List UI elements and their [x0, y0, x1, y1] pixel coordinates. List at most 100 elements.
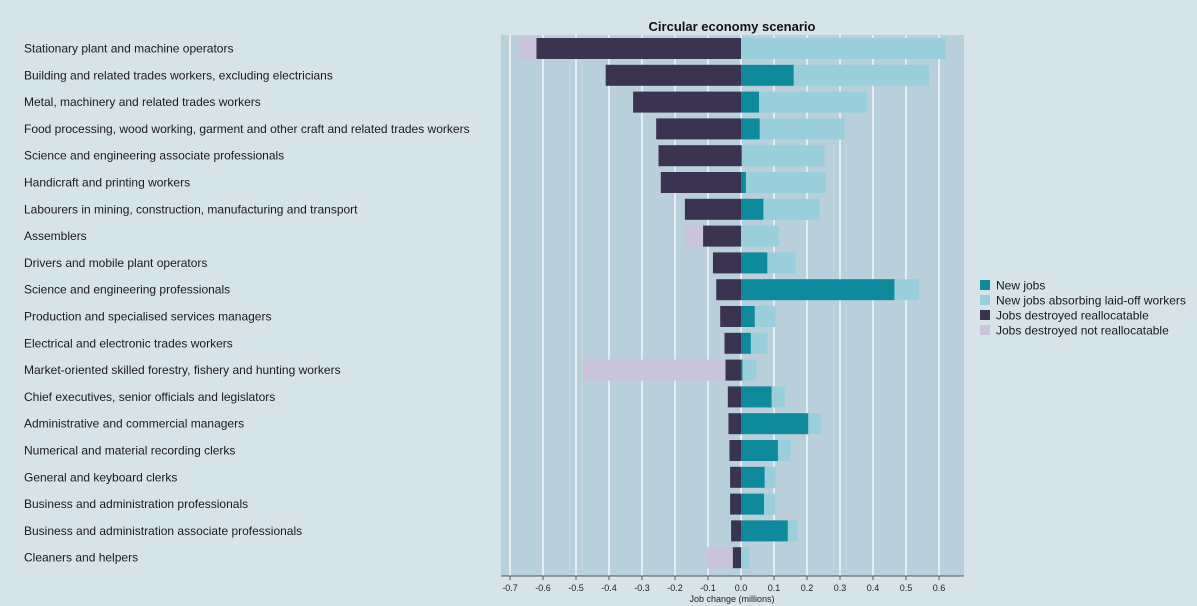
legend-swatch: [980, 280, 990, 290]
bar-segment: [724, 332, 741, 354]
x-tick-label: 0.3: [834, 583, 847, 593]
legend-label: New jobs absorbing laid-off workers: [996, 294, 1186, 308]
bar-segment: [741, 520, 788, 542]
bar-segment: [741, 64, 794, 86]
category-label: Cleaners and helpers: [24, 551, 138, 565]
legend-swatch: [980, 295, 990, 305]
bar-segment: [741, 198, 764, 220]
legend-swatch: [980, 310, 990, 320]
bar-segment: [732, 547, 741, 569]
bar-segment: [741, 359, 743, 381]
bar-segment: [745, 172, 827, 193]
bar-segment: [894, 279, 920, 301]
x-tick-label: -0.3: [634, 583, 650, 593]
bar-segment: [742, 359, 757, 381]
bar-segment: [730, 493, 741, 515]
x-tick-label: -0.5: [568, 583, 584, 593]
bar-segment: [660, 172, 741, 193]
bar-segment: [741, 252, 768, 274]
bar-segment: [741, 466, 765, 488]
x-tick-label: 0.0: [735, 583, 748, 593]
bar-segment: [519, 38, 537, 59]
x-tick-label: -0.4: [601, 583, 617, 593]
category-label: Labourers in mining, construction, manuf…: [24, 202, 358, 216]
bar-segment: [720, 306, 741, 327]
legend-label: Jobs destroyed reallocatable: [996, 309, 1149, 323]
x-tick-label: -0.7: [502, 583, 518, 593]
legend-label: New jobs: [996, 279, 1045, 293]
bar-segment: [763, 198, 820, 220]
bar-segment: [727, 386, 741, 408]
category-label: Assemblers: [24, 229, 87, 243]
bar-segment: [725, 359, 741, 381]
bar-segment: [787, 520, 798, 542]
bar-segment: [741, 118, 760, 140]
bar-segment: [728, 413, 741, 435]
bar-segment: [633, 91, 741, 113]
category-label: Market-oriented skilled forestry, fisher…: [24, 363, 341, 377]
x-tick-label: 0.6: [933, 583, 946, 593]
bar-segment: [741, 145, 825, 167]
bar-segment: [536, 38, 741, 59]
category-label: Chief executives, senior officials and l…: [24, 390, 275, 404]
category-label: Stationary plant and machine operators: [24, 42, 233, 56]
x-axis-title: Job change (millions): [689, 594, 774, 604]
bar-segment: [777, 440, 791, 461]
legend-swatch: [980, 325, 990, 335]
bar-segment: [684, 198, 741, 220]
bar-segment: [767, 252, 796, 274]
x-axis: -0.7 -0.6 -0.5 -0.4 -0.3 -0.2 -0.1 0.0 0.1 0.2 0.3…: [501, 575, 964, 593]
bar-segment: [730, 466, 741, 488]
bar-segment: [771, 386, 785, 408]
bar-segment: [764, 493, 775, 515]
bar-segment: [658, 145, 741, 167]
bar-segment: [754, 306, 776, 327]
chart-title: Circular economy scenario: [649, 19, 816, 34]
bar-segment: [712, 252, 741, 274]
x-tick-label: 0.5: [900, 583, 913, 593]
bar-segment: [684, 225, 704, 247]
bar-segment: [741, 440, 778, 461]
category-label: Business and administration professional…: [24, 497, 248, 511]
category-label: Metal, machinery and related trades work…: [24, 95, 261, 109]
category-label: Science and engineering professionals: [24, 283, 230, 297]
category-labels: Stationary plant and machine operators Bu…: [24, 42, 470, 565]
x-tick-label: 0.4: [867, 583, 880, 593]
bar-segment: [741, 38, 946, 59]
x-tick-label: -0.2: [667, 583, 683, 593]
bar-segment: [741, 145, 742, 167]
bar-segment: [793, 64, 930, 86]
bar-segment: [759, 91, 868, 113]
bar-segment: [729, 440, 741, 461]
bar-segment: [741, 172, 746, 193]
bar-segment: [656, 118, 741, 140]
bar-segment: [741, 225, 779, 247]
bar-segment: [741, 91, 760, 113]
bar-segment: [759, 118, 845, 140]
bar-segment: [741, 547, 750, 569]
category-label: Electrical and electronic trades workers: [24, 336, 233, 350]
category-label: Food processing, wood working, garment a…: [24, 122, 470, 136]
category-label: Administrative and commercial managers: [24, 417, 244, 431]
bar-segment: [741, 493, 765, 515]
category-label: General and keyboard clerks: [24, 470, 177, 484]
legend-label: Jobs destroyed not reallocatable: [996, 324, 1169, 338]
category-label: Production and specialised services mana…: [24, 310, 271, 324]
bar-segment: [764, 466, 776, 488]
category-label: Numerical and material recording clerks: [24, 444, 235, 458]
bar-segment: [741, 413, 809, 435]
bar-segment: [750, 332, 768, 354]
bar-segment: [741, 332, 751, 354]
bar-segment: [741, 386, 772, 408]
category-label: Building and related trades workers, exc…: [24, 68, 333, 82]
bar-segment: [741, 279, 895, 301]
bar-segment: [731, 520, 741, 542]
bar-segment: [808, 413, 821, 435]
x-tick-label: -0.6: [535, 583, 551, 593]
category-label: Science and engineering associate profes…: [24, 149, 284, 163]
category-label: Handicraft and printing workers: [24, 176, 190, 190]
bar-segment: [716, 279, 741, 301]
